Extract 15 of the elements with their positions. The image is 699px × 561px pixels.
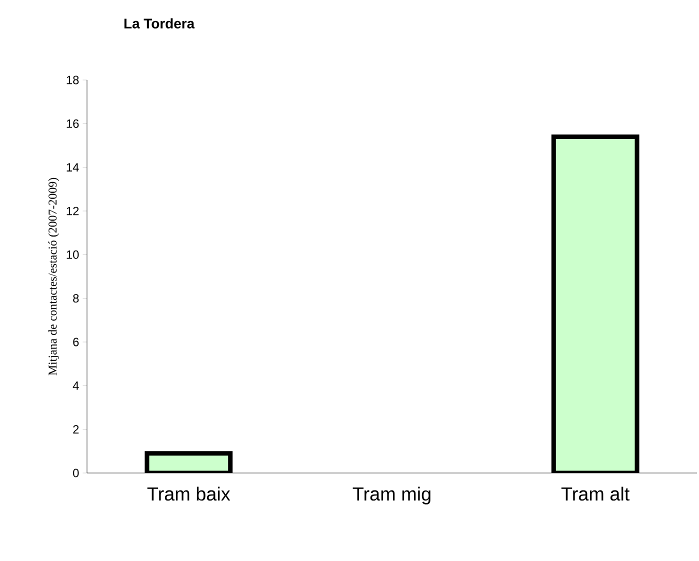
y-tick-label: 10 [66,250,79,259]
chart-title: La Tordera [124,18,195,29]
y-tick-label: 4 [72,382,79,390]
y-axis-title: Mitjana de contactes/estació (2007-2009) [48,178,60,376]
y-tick-label: 18 [66,76,79,84]
y-tick-label: 14 [66,163,79,172]
x-tick-label: Tram mig [352,486,430,504]
y-tick-label: 16 [66,119,79,128]
y-tick-label: 8 [73,294,79,303]
y-tick-label: 6 [73,338,79,346]
y-tick-label: 0 [73,468,79,478]
y-tick-label: 12 [66,206,79,216]
y-tick-label: 2 [73,425,79,434]
x-tick-label: Tram baix [147,486,230,501]
x-tick-label: Tram alt [561,486,630,501]
